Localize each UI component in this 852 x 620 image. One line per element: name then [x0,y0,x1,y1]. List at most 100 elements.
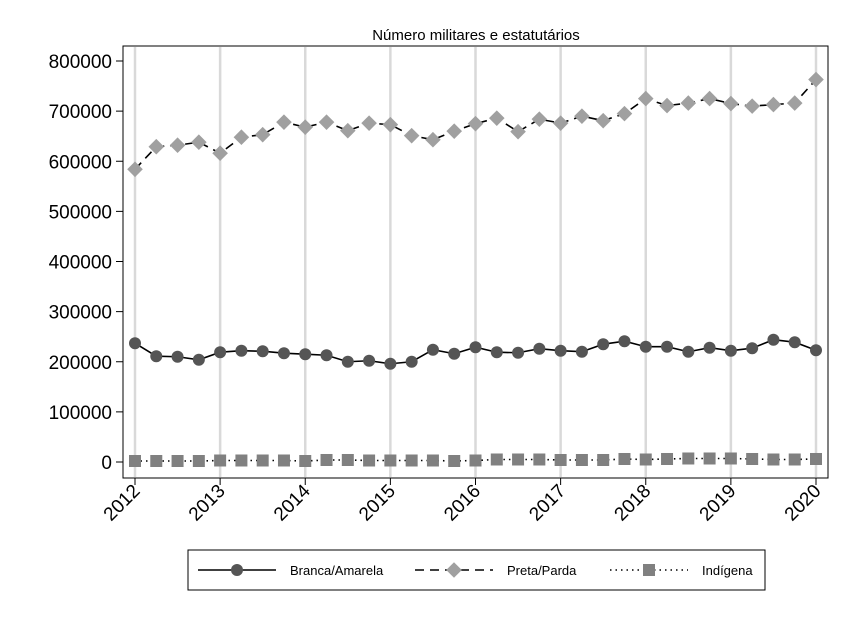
point-preta-parda-0 [127,161,143,178]
point-preta-parda-8 [297,119,314,135]
legend-item-branca-amarela: Branca/Amarela [198,563,384,578]
point-branca-amarela-10 [341,355,354,368]
point-preta-parda-26 [680,95,697,111]
point-preta-parda-21 [574,108,590,124]
series-ind-gena [129,452,822,467]
legend-label-ind-gena: Indígena [702,563,753,578]
legend-label-branca-amarela: Branca/Amarela [290,563,384,578]
point-preta-parda-32 [808,71,824,88]
point-branca-amarela-5 [235,344,248,357]
series-line-ind-gena [135,457,817,462]
point-preta-parda-22 [595,112,611,129]
point-preta-parda-12 [382,116,399,133]
point-branca-amarela-3 [192,353,205,366]
point-branca-amarela-29 [746,342,759,355]
point-ind-gena-23 [618,452,631,465]
point-branca-amarela-1 [150,350,163,363]
y-tick-label-200000: 200000 [49,353,112,374]
point-branca-amarela-26 [682,345,695,358]
point-ind-gena-1 [150,454,163,467]
point-preta-parda-16 [467,115,484,132]
point-ind-gena-8 [299,454,312,467]
point-preta-parda-24 [637,90,654,107]
point-branca-amarela-0 [129,337,141,350]
series-line-preta-parda [134,79,817,170]
point-branca-amarela-20 [554,344,567,357]
point-preta-parda-25 [659,97,675,114]
point-ind-gena-26 [682,452,695,465]
point-branca-amarela-18 [512,346,525,359]
y-axis: 0 100000 200000 300000 400000 500000 600000 700… [49,52,123,474]
point-branca-amarela-17 [490,346,503,359]
point-ind-gena-0 [129,454,141,467]
point-branca-amarela-22 [597,338,610,351]
point-preta-parda-7 [276,114,292,130]
point-branca-amarela-2 [171,350,184,363]
point-branca-amarela-25 [661,340,674,353]
y-tick-label-500000: 500000 [49,202,112,223]
point-ind-gena-7 [277,454,290,467]
point-preta-parda-11 [361,115,377,131]
point-branca-amarela-15 [448,347,461,360]
point-ind-gena-10 [341,453,354,466]
point-ind-gena-3 [192,454,205,467]
point-preta-parda-14 [425,131,441,148]
point-branca-amarela-13 [405,355,418,368]
point-ind-gena-25 [661,452,674,465]
point-branca-amarela-4 [214,346,227,359]
point-preta-parda-3 [191,134,207,151]
point-preta-parda-13 [403,127,420,144]
point-ind-gena-31 [788,453,801,466]
legend-item-preta-parda: Preta/Parda [415,562,577,578]
point-ind-gena-5 [235,454,248,467]
point-preta-parda-28 [723,95,739,112]
y-tick-label-600000: 600000 [49,152,112,173]
point-ind-gena-13 [405,454,418,467]
y-tick-label-400000: 400000 [49,253,112,274]
y-tick-label-700000: 700000 [49,102,112,123]
point-ind-gena-15 [448,454,461,467]
point-branca-amarela-11 [363,354,376,367]
y-tick-label-300000: 300000 [49,303,112,324]
point-branca-amarela-31 [788,336,801,349]
point-branca-amarela-19 [533,342,546,355]
legend-item-ind-gena: Indígena [610,563,753,578]
point-branca-amarela-28 [724,344,737,357]
point-ind-gena-2 [171,454,184,467]
point-ind-gena-27 [703,452,716,465]
point-preta-parda-29 [744,98,760,114]
point-preta-parda-19 [531,111,548,127]
point-ind-gena-28 [724,452,737,465]
point-branca-amarela-9 [320,349,333,362]
point-ind-gena-9 [320,453,333,466]
point-ind-gena-16 [469,454,482,467]
point-preta-parda-6 [254,126,271,143]
point-branca-amarela-6 [256,345,269,358]
point-ind-gena-11 [363,454,376,467]
point-branca-amarela-8 [299,348,312,361]
point-preta-parda-5 [233,129,250,145]
point-branca-amarela-16 [469,341,482,354]
series-preta-parda [127,71,824,178]
point-preta-parda-20 [552,115,569,131]
point-ind-gena-22 [597,453,610,466]
y-tick-label-100000: 100000 [49,403,112,424]
point-ind-gena-29 [746,452,759,465]
y-tick-label-0: 0 [101,453,112,474]
point-ind-gena-12 [384,454,397,467]
point-preta-parda-31 [786,95,803,111]
point-branca-amarela-12 [384,357,397,370]
point-preta-parda-17 [488,110,505,126]
chart-title: Número militares e estatutários [372,27,580,44]
point-ind-gena-14 [426,454,439,467]
point-ind-gena-17 [490,453,503,466]
point-preta-parda-1 [148,138,165,155]
series-group [127,71,824,467]
legend-marker-ind-gena [643,564,655,576]
point-ind-gena-21 [575,453,588,466]
point-preta-parda-23 [616,105,633,122]
series-branca-amarela [129,333,822,370]
point-preta-parda-30 [765,96,782,113]
point-preta-parda-27 [701,90,718,107]
y-tick-label-800000: 800000 [49,52,112,73]
